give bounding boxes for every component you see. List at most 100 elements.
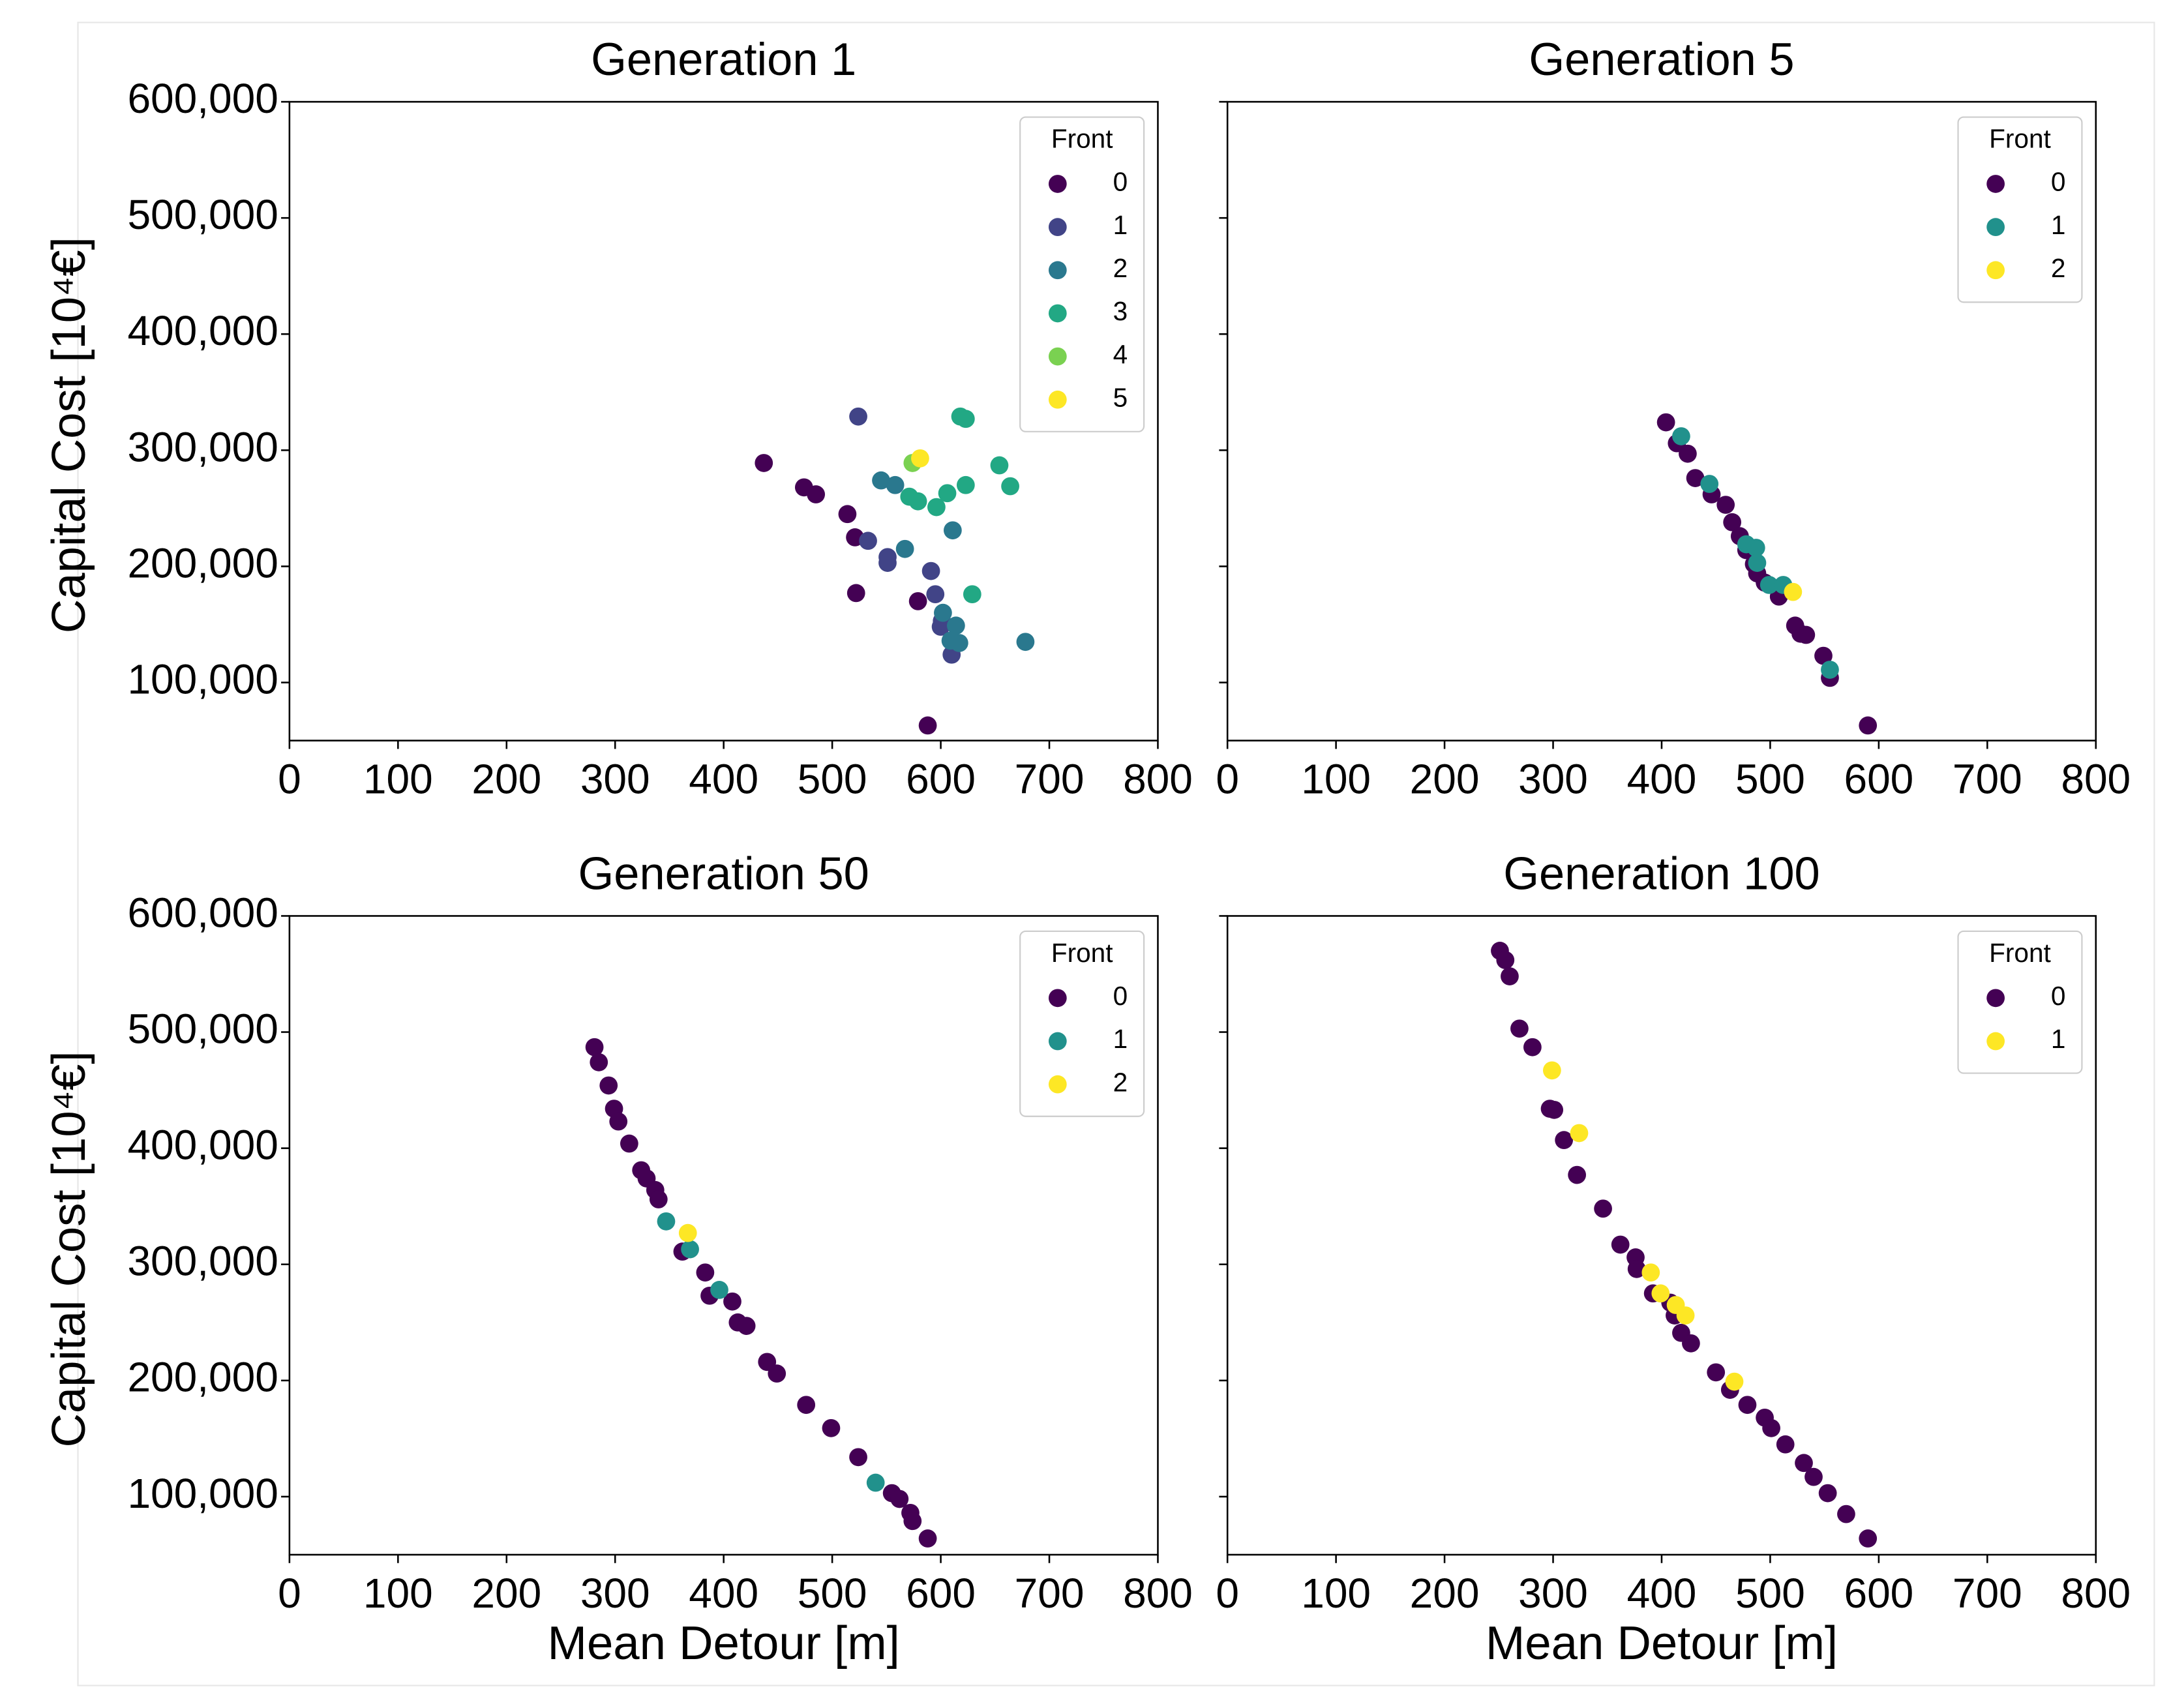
point bbox=[1594, 1199, 1612, 1218]
legend-title: Front bbox=[1989, 938, 2051, 968]
point bbox=[921, 562, 940, 580]
point bbox=[1762, 1418, 1780, 1437]
point bbox=[1776, 1435, 1795, 1454]
point bbox=[657, 1212, 676, 1231]
point bbox=[1784, 582, 1803, 601]
legend-marker bbox=[1048, 989, 1067, 1008]
point bbox=[1716, 496, 1735, 514]
point bbox=[927, 498, 946, 517]
legend-marker bbox=[1986, 989, 2005, 1008]
point bbox=[946, 616, 965, 635]
x-tick-label: 100 bbox=[363, 1570, 433, 1617]
point bbox=[1570, 1124, 1589, 1143]
legend-label: 1 bbox=[1113, 210, 1128, 240]
legend-label: 2 bbox=[2051, 253, 2066, 283]
x-tick-label: 400 bbox=[689, 1570, 758, 1617]
point bbox=[938, 484, 957, 503]
x-tick-label: 400 bbox=[689, 756, 758, 803]
x-tick-label: 300 bbox=[1518, 1570, 1588, 1617]
point bbox=[649, 1190, 668, 1208]
legend-label: 0 bbox=[2051, 167, 2066, 197]
legend-label: 1 bbox=[2051, 210, 2066, 240]
subplot-title: Generation 50 bbox=[578, 847, 869, 899]
x-tick-label: 500 bbox=[1735, 756, 1805, 803]
point bbox=[911, 449, 929, 468]
point bbox=[1700, 475, 1719, 493]
point bbox=[696, 1263, 715, 1282]
x-tick-label: 800 bbox=[2061, 1570, 2131, 1617]
x-tick-label: 200 bbox=[1410, 756, 1480, 803]
point bbox=[599, 1076, 618, 1095]
point bbox=[944, 521, 962, 540]
point bbox=[934, 603, 952, 622]
point bbox=[956, 410, 975, 428]
point bbox=[838, 505, 857, 524]
axes-frame bbox=[1226, 915, 2097, 1556]
point bbox=[846, 584, 865, 603]
point bbox=[918, 716, 937, 735]
point bbox=[1682, 1334, 1700, 1353]
point bbox=[585, 1038, 604, 1056]
y-tick-label: 600,000 bbox=[127, 75, 278, 122]
x-tick-label: 100 bbox=[1301, 1570, 1371, 1617]
x-tick-label: 0 bbox=[278, 1570, 301, 1617]
point bbox=[1676, 1306, 1695, 1325]
point bbox=[1501, 967, 1519, 985]
point bbox=[1814, 646, 1833, 665]
point bbox=[1542, 1061, 1561, 1080]
y-tick-label: 200,000 bbox=[127, 539, 278, 586]
point bbox=[1568, 1165, 1587, 1184]
subplot-title: Generation 5 bbox=[1529, 33, 1794, 85]
point bbox=[926, 585, 945, 604]
point bbox=[956, 475, 975, 494]
legend-label: 3 bbox=[1113, 296, 1128, 326]
point bbox=[849, 1448, 867, 1467]
x-tick-label: 300 bbox=[580, 756, 650, 803]
point bbox=[908, 492, 927, 511]
y-tick-label: 200,000 bbox=[127, 1354, 278, 1401]
x-axis-label: Mean Detour [m] bbox=[548, 1617, 900, 1670]
figure-frame bbox=[77, 22, 2155, 1686]
point bbox=[609, 1112, 628, 1131]
y-tick-label: 400,000 bbox=[127, 1122, 278, 1169]
subplot: Generation 5 0 100 200 300 400 500 600 700 800 Fro… bbox=[1216, 33, 2131, 803]
x-tick-label: 200 bbox=[472, 1570, 541, 1617]
x-tick-label: 600 bbox=[1844, 1570, 1913, 1617]
x-tick-label: 400 bbox=[1627, 756, 1697, 803]
legend-label: 1 bbox=[1113, 1024, 1128, 1054]
point bbox=[872, 471, 890, 490]
x-tick-label: 300 bbox=[1518, 756, 1588, 803]
point bbox=[620, 1134, 638, 1153]
y-axis-label: Capital Cost [10⁴€] bbox=[42, 1051, 95, 1448]
y-tick-label: 400,000 bbox=[127, 307, 278, 354]
point bbox=[1510, 1019, 1529, 1038]
point bbox=[1738, 1396, 1757, 1415]
subplot-title: Generation 100 bbox=[1503, 847, 1819, 899]
legend-marker bbox=[1048, 175, 1067, 193]
legend-label: 0 bbox=[1113, 167, 1128, 197]
point bbox=[1627, 1259, 1646, 1278]
y-tick-label: 100,000 bbox=[127, 655, 278, 702]
x-tick-label: 400 bbox=[1627, 1570, 1697, 1617]
point bbox=[1821, 661, 1839, 679]
axes-frame bbox=[1226, 100, 2097, 742]
point bbox=[886, 475, 905, 494]
point bbox=[1686, 469, 1705, 487]
legend-frame bbox=[1019, 930, 1145, 1117]
x-tick-label: 500 bbox=[798, 756, 867, 803]
legend-marker bbox=[1048, 347, 1067, 366]
point bbox=[1746, 539, 1765, 557]
axes-frame bbox=[288, 100, 1159, 742]
point bbox=[1748, 554, 1767, 572]
subplot: Generation 100 0 100 200 300 400 500 600 700 800 M… bbox=[1216, 847, 2131, 1670]
point bbox=[807, 485, 826, 503]
point bbox=[1759, 576, 1778, 594]
point bbox=[737, 1317, 756, 1335]
x-tick-label: 0 bbox=[278, 756, 301, 803]
point bbox=[768, 1364, 786, 1383]
point bbox=[1641, 1263, 1660, 1282]
legend-title: Front bbox=[1051, 938, 1113, 968]
point bbox=[895, 539, 914, 558]
